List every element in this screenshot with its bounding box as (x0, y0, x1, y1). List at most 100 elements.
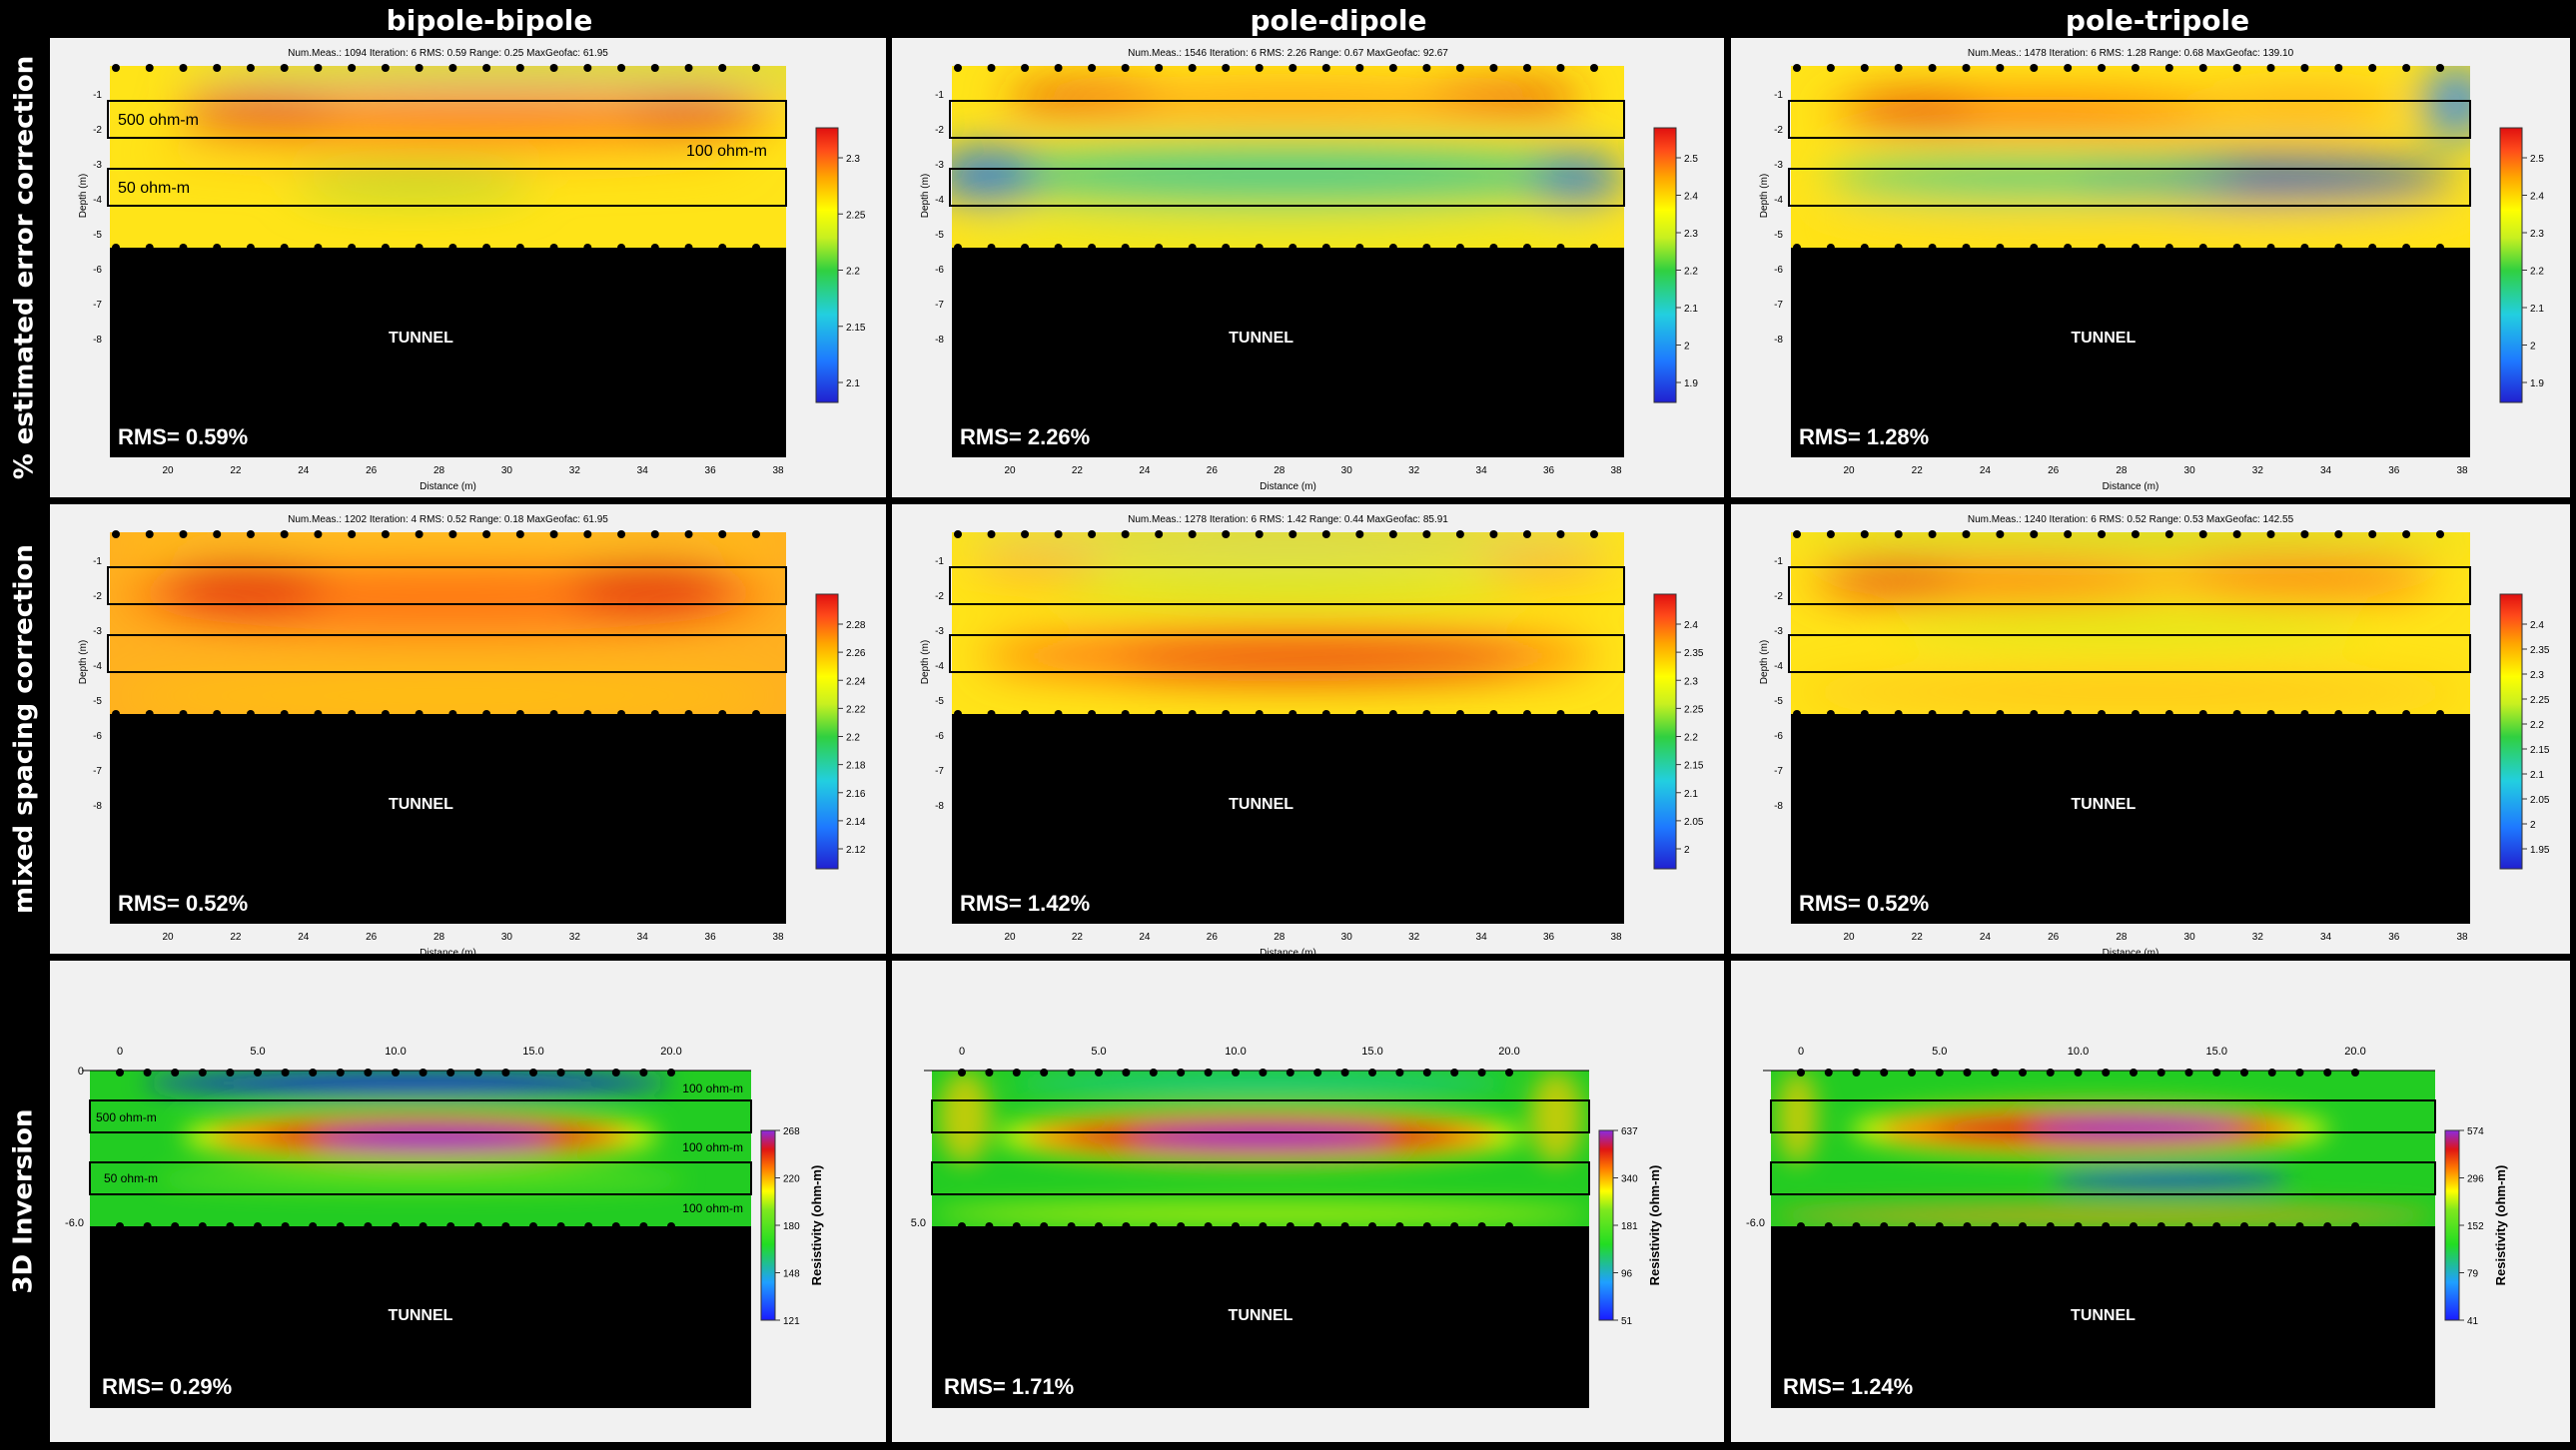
electrode-marker (1991, 1222, 2000, 1230)
heatmap-region (1791, 532, 2470, 545)
x-tick-label: 34 (637, 932, 649, 943)
electrode-marker (650, 64, 659, 72)
electrode-marker (1388, 710, 1397, 718)
tunnel-label: TUNNEL (389, 1307, 453, 1324)
heatmap-region (1120, 641, 1524, 678)
electrode-marker (2046, 1069, 2055, 1077)
electrode-marker (1455, 530, 1464, 538)
y-tick-label: -1 (93, 556, 102, 567)
electrode-marker (1797, 1069, 1805, 1077)
electrode-marker (583, 710, 592, 718)
x-tick-label: 38 (1610, 465, 1622, 476)
electrode-marker (1321, 710, 1330, 718)
layer-annotation: 100 ohm-m (682, 1201, 743, 1215)
electrode-marker (1321, 64, 1330, 72)
electrode-marker (1155, 710, 1164, 718)
x-tick-label: 22 (1072, 465, 1084, 476)
colorbar-tick-label: 1.9 (1684, 378, 1698, 389)
heatmap-region (932, 1202, 1589, 1225)
panel-pole-tripole-mixed-spacing: Num.Meas.: 1240 Iteration: 6 RMS: 0.52 R… (1731, 504, 2570, 954)
electrode-marker (1255, 530, 1264, 538)
colorbar-tick-label: 180 (783, 1221, 800, 1232)
electrode-marker (1422, 1069, 1431, 1077)
electrode-marker (1255, 64, 1264, 72)
electrode-marker (280, 64, 289, 72)
y-axis-label: Depth (m) (78, 640, 89, 684)
electrode-marker (1556, 710, 1565, 718)
colorbar-tick-label: 637 (1621, 1126, 1638, 1137)
electrode-marker (954, 64, 962, 72)
layer-outline-box (949, 100, 1625, 139)
electrode-marker (482, 244, 491, 252)
electrode-marker (987, 530, 996, 538)
colorbar-tick-label: 2.3 (1684, 229, 1698, 240)
x-tick-label: 28 (433, 932, 445, 943)
colorbar-tick-label: 2.2 (2530, 720, 2544, 731)
electrode-marker (2198, 710, 2207, 718)
electrode-marker (2030, 64, 2039, 72)
electrode-marker (2323, 1069, 2332, 1077)
electrode-marker (718, 244, 727, 252)
electrode-marker (1422, 710, 1431, 718)
tunnel-block (1791, 714, 2470, 924)
electrode-marker (1255, 244, 1264, 252)
x-tick-label: 20 (1843, 465, 1855, 476)
electrode-marker (1222, 244, 1231, 252)
colorbar-tick-label: 574 (2467, 1126, 2484, 1137)
electrode-marker (112, 530, 120, 538)
heatmap-region (1052, 572, 1524, 602)
electrode-marker (226, 1069, 235, 1077)
y-tick-label: -2 (93, 591, 102, 602)
electrode-marker (145, 530, 154, 538)
electrode-marker (246, 64, 255, 72)
x-tick-label: 22 (1072, 932, 1084, 943)
y-tick-label: -5 (935, 230, 944, 241)
electrode-marker (1962, 530, 1971, 538)
y-tick-label: -7 (1774, 766, 1783, 777)
electrode-marker (1313, 1069, 1322, 1077)
electrode-marker (1395, 1222, 1404, 1230)
electrode-marker (1088, 530, 1097, 538)
heatmap-region (1791, 217, 2470, 243)
electrode-marker (1590, 530, 1598, 538)
electrode-marker (179, 244, 188, 252)
heatmap-region (164, 561, 327, 613)
electrode-marker (650, 244, 659, 252)
electrode-marker (2130, 1069, 2138, 1077)
y-tick-label: -4 (935, 661, 944, 672)
electrode-marker (667, 1069, 675, 1077)
electrode-marker (2323, 1222, 2332, 1230)
x-tick-label: 36 (1543, 465, 1555, 476)
electrode-marker (1422, 64, 1431, 72)
electrode-marker (1908, 1069, 1916, 1077)
resistivity-heatmap (110, 66, 786, 248)
electrode-marker (381, 530, 390, 538)
y-tick-label: -5 (1774, 230, 1783, 241)
electrode-marker (314, 64, 323, 72)
electrode-marker (2368, 710, 2377, 718)
electrode-marker (2184, 1222, 2193, 1230)
electrode-marker (639, 1222, 648, 1230)
row-title-3d-inversion: 3D Inversion (0, 961, 48, 1442)
y-tick-label: -5 (1774, 696, 1783, 707)
electrode-marker (1852, 1222, 1861, 1230)
electrode-marker (684, 530, 693, 538)
electrode-marker (650, 710, 659, 718)
heatmap-region (1893, 613, 2368, 640)
electrode-marker (2074, 1069, 2083, 1077)
x-tick-label: 32 (2252, 465, 2264, 476)
electrode-marker (1996, 64, 2005, 72)
electrode-marker (1590, 244, 1598, 252)
electrode-marker (2351, 1069, 2359, 1077)
colorbar (1653, 127, 1677, 403)
electrode-marker (1288, 244, 1297, 252)
layer-outline-box (107, 168, 787, 207)
colorbar-tick-label: 2.18 (846, 761, 866, 772)
y-tick-label: -1 (93, 90, 102, 101)
electrode-marker (415, 530, 424, 538)
electrode-marker (1894, 64, 1903, 72)
electrode-marker (213, 244, 222, 252)
electrode-marker (617, 710, 626, 718)
tunnel-label: TUNNEL (1229, 1307, 1293, 1324)
electrode-marker (954, 710, 962, 718)
